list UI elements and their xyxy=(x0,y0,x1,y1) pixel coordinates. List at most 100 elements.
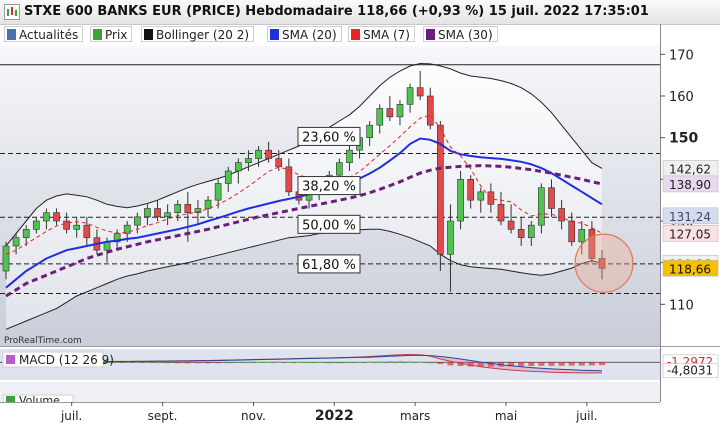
candle-body[interactable] xyxy=(569,221,575,242)
macd-histogram-bar xyxy=(296,362,302,363)
candle-body[interactable] xyxy=(548,188,554,209)
candle-body[interactable] xyxy=(266,150,272,158)
candle-body[interactable] xyxy=(407,88,413,105)
macd-histogram-bar xyxy=(346,362,352,363)
macd-histogram-bar xyxy=(589,362,595,365)
x-tick-label: juil. xyxy=(575,409,597,423)
candle-body[interactable] xyxy=(225,171,231,184)
watermark: ProRealTime.com xyxy=(4,336,82,346)
candle-body[interactable] xyxy=(528,225,534,238)
fibonacci-label: 38,20 % xyxy=(302,180,356,195)
candle-body[interactable] xyxy=(559,209,565,222)
price-label: 131,24 xyxy=(669,210,711,224)
candle-body[interactable] xyxy=(3,246,9,271)
macd-histogram-bar xyxy=(437,362,443,364)
candle-body[interactable] xyxy=(144,209,150,217)
macd-histogram-bar xyxy=(528,362,534,366)
candle-body[interactable] xyxy=(84,225,90,238)
candle-body[interactable] xyxy=(397,104,403,117)
candle-body[interactable] xyxy=(33,221,39,229)
macd-histogram-bar xyxy=(518,362,524,366)
candle-body[interactable] xyxy=(154,209,160,217)
macd-histogram-bar xyxy=(316,362,322,363)
candle-body[interactable] xyxy=(579,229,585,242)
candle-body[interactable] xyxy=(387,109,393,117)
macd-histogram-bar xyxy=(599,362,605,365)
candle-body[interactable] xyxy=(134,217,140,225)
candle-body[interactable] xyxy=(478,192,484,200)
macd-histogram-bar xyxy=(336,362,342,363)
macd-histogram-bar xyxy=(256,362,262,363)
macd-histogram-bar xyxy=(215,362,221,363)
macd-histogram-bar xyxy=(276,362,282,363)
y-tick-label: 110 xyxy=(669,298,694,313)
highlight-circle[interactable] xyxy=(575,234,633,292)
price-label: 127,05 xyxy=(669,227,711,241)
candle-body[interactable] xyxy=(367,125,373,137)
candle-body[interactable] xyxy=(508,221,514,229)
macd-histogram-bar xyxy=(286,362,292,363)
candle-body[interactable] xyxy=(165,213,171,217)
macd-histogram-bar xyxy=(154,362,160,363)
x-tick-label: 2022 xyxy=(315,408,354,424)
candle-body[interactable] xyxy=(43,213,49,221)
candle-body[interactable] xyxy=(468,179,474,200)
macd-histogram-bar xyxy=(165,362,171,363)
x-tick-label: juil. xyxy=(60,409,82,423)
candle-body[interactable] xyxy=(256,150,262,158)
macd-histogram-bar xyxy=(427,362,433,363)
candle-body[interactable] xyxy=(447,221,453,254)
candle-body[interactable] xyxy=(498,204,504,221)
macd-histogram-bar xyxy=(447,362,453,365)
time-axis-background xyxy=(0,402,720,430)
price-label: 142,62 xyxy=(669,162,711,176)
candle-body[interactable] xyxy=(377,109,383,126)
candle-body[interactable] xyxy=(175,204,181,212)
fibonacci-label: 50,00 % xyxy=(302,218,356,233)
macd-histogram-bar xyxy=(175,362,181,363)
x-tick-label: mars xyxy=(400,409,430,423)
candle-body[interactable] xyxy=(205,200,211,208)
candle-body[interactable] xyxy=(53,213,59,221)
macd-histogram-bar xyxy=(235,362,241,363)
macd-legend[interactable]: MACD (12 26 9) xyxy=(3,352,114,367)
candle-body[interactable] xyxy=(346,150,352,163)
candle-body[interactable] xyxy=(538,188,544,226)
macd-histogram-bar xyxy=(387,361,393,362)
candle-body[interactable] xyxy=(276,159,282,167)
macd-histogram-bar xyxy=(579,362,585,365)
fibonacci-label: 23,60 % xyxy=(302,130,356,145)
macd-histogram-bar xyxy=(417,362,423,363)
macd-histogram-bar xyxy=(205,362,211,363)
macd-histogram-bar xyxy=(377,361,383,362)
candle-body[interactable] xyxy=(64,221,70,229)
volume-panel-background xyxy=(0,382,660,402)
macd-histogram-bar xyxy=(306,362,312,363)
fibonacci-label: 61,80 % xyxy=(302,258,356,273)
price-label: 118,66 xyxy=(669,262,711,276)
candle-body[interactable] xyxy=(427,96,433,125)
candle-body[interactable] xyxy=(245,159,251,163)
price-label: 138,90 xyxy=(669,178,711,192)
macd-histogram-bar xyxy=(569,362,575,365)
macd-swatch-icon xyxy=(6,355,15,364)
candle-body[interactable] xyxy=(336,163,342,176)
candle-body[interactable] xyxy=(74,225,80,229)
candle-body[interactable] xyxy=(235,163,241,171)
y-tick-label: 160 xyxy=(669,90,694,105)
candle-body[interactable] xyxy=(488,192,494,205)
candle-body[interactable] xyxy=(13,238,19,246)
candle-body[interactable] xyxy=(518,229,524,237)
macd-histogram-bar xyxy=(397,361,403,362)
candle-body[interactable] xyxy=(458,179,464,221)
macd-histogram-bar xyxy=(559,362,565,366)
macd-histogram-bar xyxy=(548,362,554,366)
candle-body[interactable] xyxy=(185,204,191,212)
candle-body[interactable] xyxy=(23,229,29,237)
candle-body[interactable] xyxy=(215,184,221,201)
macd-histogram-bar xyxy=(195,362,201,363)
candle-body[interactable] xyxy=(417,88,423,96)
macd-histogram-bar xyxy=(144,362,150,363)
macd-histogram-bar xyxy=(185,362,191,363)
